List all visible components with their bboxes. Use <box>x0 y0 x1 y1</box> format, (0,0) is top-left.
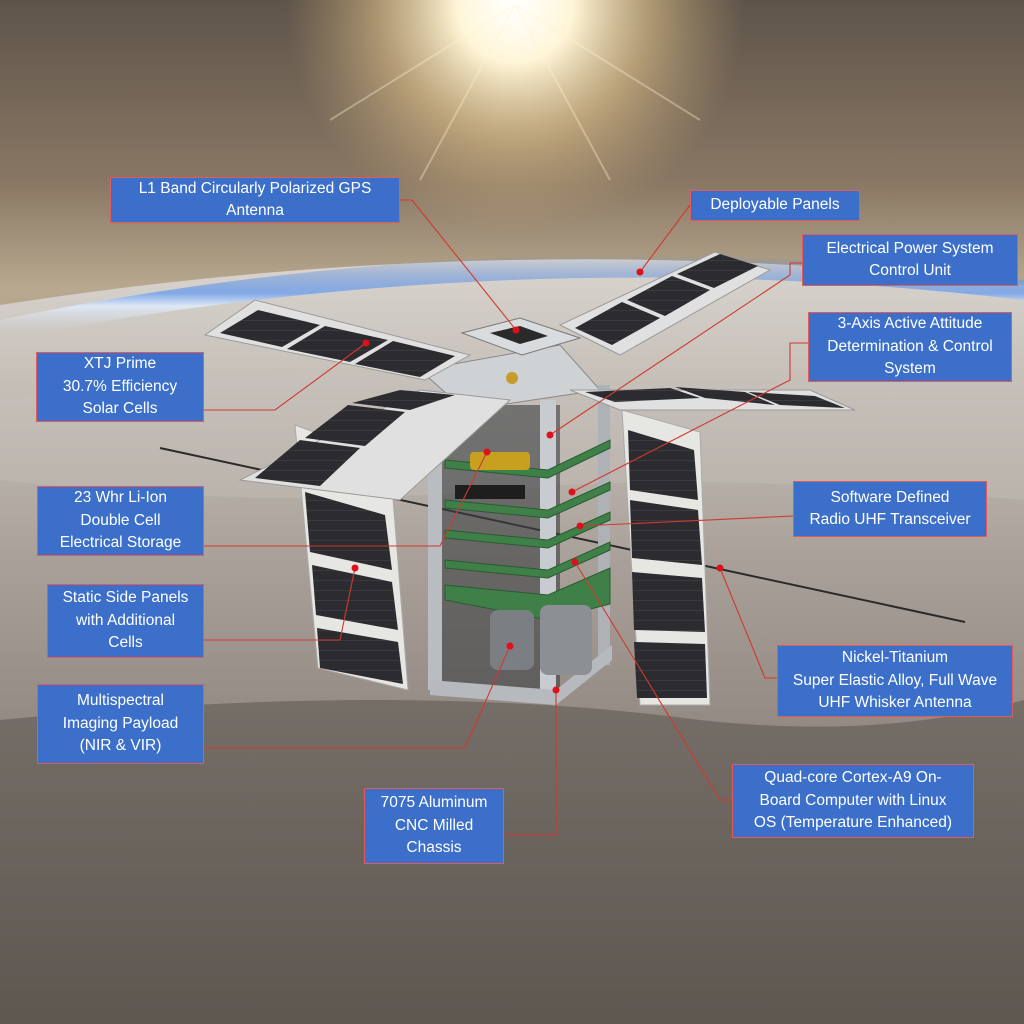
callout-deployable-panels: Deployable Panels <box>690 190 860 221</box>
callout-whisker-antenna: Nickel-Titanium Super Elastic Alloy, Ful… <box>777 645 1013 717</box>
callout-battery: 23 Whr Li-Ion Double Cell Electrical Sto… <box>37 486 204 556</box>
callout-sdr: Software Defined Radio UHF Transceiver <box>793 481 987 537</box>
callout-onboard-computer: Quad-core Cortex-A9 On- Board Computer w… <box>732 764 974 838</box>
callout-adcs: 3-Axis Active Attitude Determination & C… <box>808 312 1012 382</box>
callout-gps-antenna: L1 Band Circularly Polarized GPS Antenna <box>110 177 400 223</box>
callout-eps-control-unit: Electrical Power System Control Unit <box>802 234 1018 286</box>
callout-solar-cells: XTJ Prime 30.7% Efficiency Solar Cells <box>36 352 204 422</box>
callout-chassis: 7075 Aluminum CNC Milled Chassis <box>364 788 504 864</box>
callout-static-side-panels: Static Side Panels with Additional Cells <box>47 584 204 658</box>
callout-imaging-payload: Multispectral Imaging Payload (NIR & VIR… <box>37 684 204 764</box>
